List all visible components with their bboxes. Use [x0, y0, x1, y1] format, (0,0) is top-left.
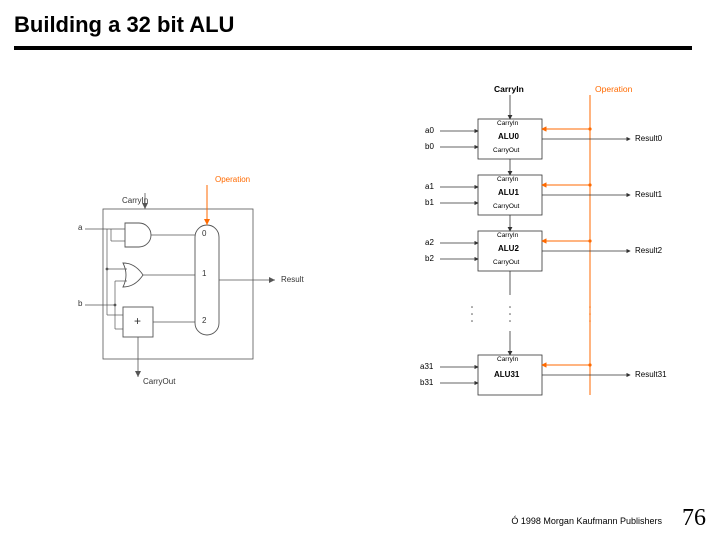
left-b-label: b	[78, 299, 82, 308]
left-result-label: Result	[281, 275, 304, 284]
copyright-text: Ó 1998 Morgan Kaufmann Publishers	[511, 516, 662, 526]
left-operation-label: Operation	[215, 175, 250, 184]
left-alu-diagram	[85, 185, 305, 385]
a31-label: a31	[420, 362, 433, 371]
right-alu-chain	[400, 95, 680, 445]
left-a-label: a	[78, 223, 82, 232]
left-plus-label: +	[134, 314, 141, 328]
alu2-cout: CarryOut	[493, 259, 519, 266]
left-mux0-label: 0	[202, 229, 206, 238]
alu0-name: ALU0	[498, 132, 519, 141]
alu31-name: ALU31	[494, 370, 519, 379]
left-mux1-label: 1	[202, 269, 206, 278]
result1-label: Result1	[635, 190, 662, 199]
left-carryout-label: CarryOut	[143, 377, 175, 386]
a1-label: a1	[425, 182, 434, 191]
alu0-cout: CarryOut	[493, 147, 519, 154]
result2-label: Result2	[635, 246, 662, 255]
b2-label: b2	[425, 254, 434, 263]
alu1-cout: CarryOut	[493, 203, 519, 210]
title-rule	[14, 46, 692, 50]
alu1-cin: CarryIn	[497, 176, 518, 183]
left-carryin-label: CarryIn	[122, 196, 148, 205]
result31-label: Result31	[635, 370, 667, 379]
b1-label: b1	[425, 198, 434, 207]
right-carryin-top: CarryIn	[494, 84, 524, 94]
alu2-cin: CarryIn	[497, 232, 518, 239]
result0-label: Result0	[635, 134, 662, 143]
alu0-cin: CarryIn	[497, 120, 518, 127]
left-mux2-label: 2	[202, 316, 206, 325]
a2-label: a2	[425, 238, 434, 247]
alu2-name: ALU2	[498, 244, 519, 253]
a0-label: a0	[425, 126, 434, 135]
page-title: Building a 32 bit ALU	[14, 12, 234, 38]
alu1-name: ALU1	[498, 188, 519, 197]
b31-label: b31	[420, 378, 433, 387]
alu31-cin: CarryIn	[497, 356, 518, 363]
right-operation-label: Operation	[595, 84, 632, 94]
page-number: 76	[682, 505, 706, 532]
b0-label: b0	[425, 142, 434, 151]
